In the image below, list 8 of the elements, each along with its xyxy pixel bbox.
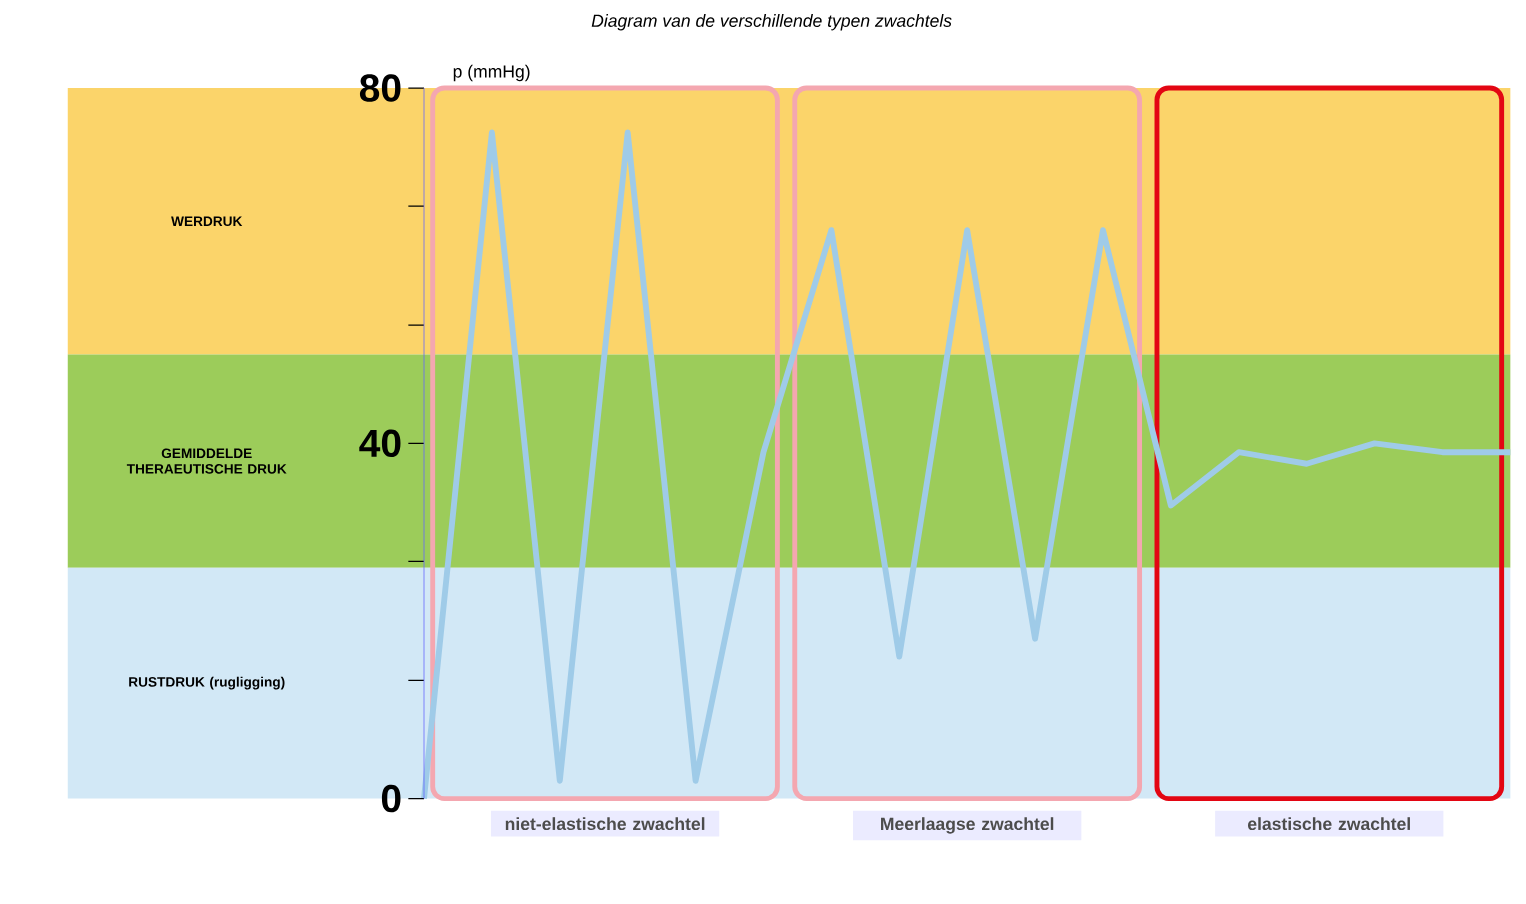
chart-title: Diagram van de verschillende typen zwachtels [591,13,952,31]
y-axis-title: p (mmHg) [453,64,530,82]
text: niet-elastische zwachtel [505,817,705,830]
y-tick-label: 0 [381,784,401,813]
line-series [421,129,1514,802]
y-tick-label: 40 [359,429,401,457]
text: Meerlaagse zwachtel [881,817,1054,834]
text: elastische zwachtel [1247,817,1410,830]
